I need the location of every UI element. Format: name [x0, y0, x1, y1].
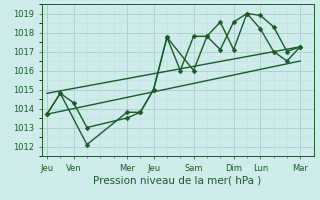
X-axis label: Pression niveau de la mer( hPa ): Pression niveau de la mer( hPa )	[93, 175, 262, 185]
